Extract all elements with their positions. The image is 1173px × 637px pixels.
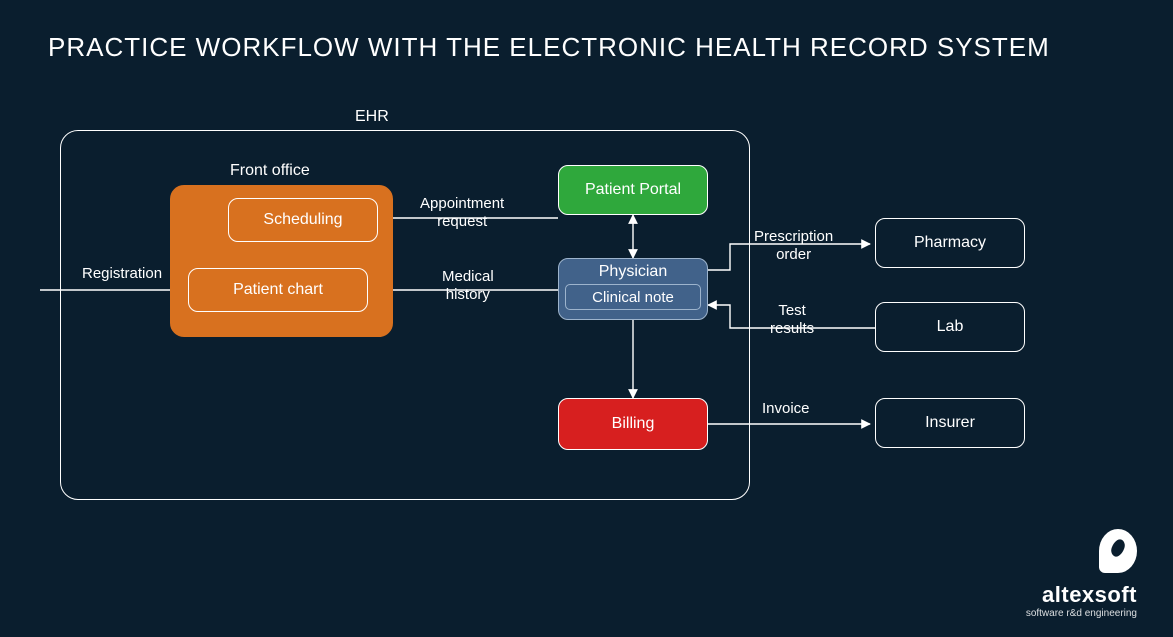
logo-name: altexsoft xyxy=(1026,582,1137,608)
node-sub-physician: Clinical note xyxy=(565,284,701,310)
node-physician: Physician Clinical note xyxy=(558,258,708,320)
node-patient_chart: Patient chart xyxy=(188,268,368,312)
node-scheduling: Scheduling xyxy=(228,198,378,242)
node-label-physician: Physician xyxy=(599,263,667,281)
logo-tagline: software r&d engineering xyxy=(1026,608,1137,619)
edge-label-appt_request: Appointmentrequest xyxy=(420,195,504,231)
container-label-front_office: Front office xyxy=(230,162,310,180)
container-label-ehr: EHR xyxy=(355,108,389,126)
edge-label-prescription: Prescriptionorder xyxy=(754,228,833,264)
node-insurer: Insurer xyxy=(875,398,1025,448)
page-title: PRACTICE WORKFLOW WITH THE ELECTRONIC HE… xyxy=(48,32,1050,63)
edge-label-med_history: Medicalhistory xyxy=(442,268,494,304)
logo-icon xyxy=(1099,529,1137,573)
node-pharmacy: Pharmacy xyxy=(875,218,1025,268)
edge-label-invoice: Invoice xyxy=(762,400,810,418)
node-patient_portal: Patient Portal xyxy=(558,165,708,215)
node-billing: Billing xyxy=(558,398,708,450)
edge-label-test_results: Testresults xyxy=(770,302,814,338)
node-lab: Lab xyxy=(875,302,1025,352)
brand-logo: altexsoft software r&d engineering xyxy=(1026,529,1137,619)
workflow-diagram: EHR Front office Scheduling Patient chart Pa… xyxy=(30,110,1143,510)
edge-label-registration: Registration xyxy=(82,265,162,283)
